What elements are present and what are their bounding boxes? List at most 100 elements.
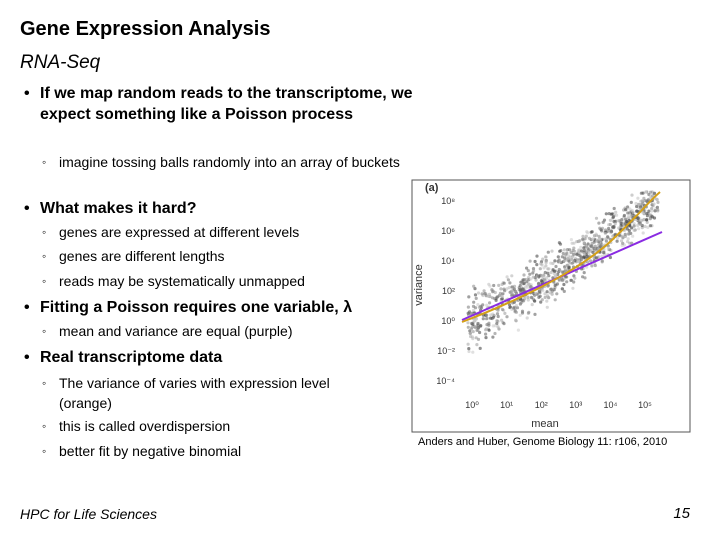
scatter-point (489, 316, 493, 320)
scatter-point (587, 236, 592, 240)
bullet: Fitting a Poisson requires one variable,… (24, 297, 415, 318)
scatter-point (549, 261, 553, 265)
scatter-point (505, 315, 509, 319)
scatter-point (472, 300, 476, 304)
scatter-point (591, 237, 595, 241)
scatter-point (480, 292, 484, 296)
scatter-point (546, 250, 550, 254)
scatter-point (505, 275, 509, 279)
scatter-point (630, 193, 634, 197)
scatter-point (571, 260, 575, 264)
scatter-point (620, 218, 624, 222)
x-tick-label: 10⁰ (465, 400, 479, 410)
scatter-point (484, 328, 488, 332)
scatter-point (519, 280, 523, 284)
scatter-point (656, 208, 660, 212)
scatter-point (573, 276, 577, 280)
scatter-point (569, 278, 574, 282)
scatter-point (612, 206, 616, 211)
scatter-point (570, 257, 574, 261)
scatter-point (646, 225, 650, 229)
scatter-point (538, 294, 542, 298)
scatter-point (496, 314, 500, 319)
scatter-point (533, 312, 537, 316)
scatter-point (655, 197, 659, 201)
scatter-point (485, 303, 489, 307)
scatter-point (645, 220, 649, 224)
scatter-point (535, 254, 539, 258)
scatter-point (534, 291, 538, 295)
scatter-point (514, 318, 518, 322)
scatter-point (475, 343, 479, 347)
scatter-point (532, 299, 537, 303)
scatter-point (615, 239, 619, 243)
scatter-point (560, 255, 564, 259)
scatter-point (571, 286, 575, 290)
scatter-point (466, 342, 470, 346)
scatter-point (560, 287, 565, 291)
scatter-point (553, 283, 557, 287)
scatter-point (590, 264, 594, 268)
scatter-point (482, 289, 486, 293)
scatter-point (477, 305, 481, 309)
scatter-point (582, 252, 587, 256)
scatter-point (606, 229, 611, 233)
scatter-point (631, 210, 635, 214)
scatter-point (508, 305, 512, 310)
scatter-point (512, 284, 517, 288)
scatter-point (626, 237, 630, 241)
scatter-point (634, 201, 638, 206)
scatter-point (562, 248, 567, 252)
scatter-point (582, 248, 587, 252)
scatter-point (572, 280, 576, 284)
scatter-point (609, 212, 614, 216)
scatter-point (619, 221, 623, 225)
scatter-point (471, 350, 475, 354)
scatter-point (577, 239, 581, 243)
scatter-point (637, 227, 641, 231)
scatter-point (535, 263, 539, 267)
scatter-point (532, 269, 536, 273)
scatter-point (471, 321, 475, 325)
scatter-point (466, 325, 470, 329)
scatter-point (579, 258, 584, 262)
scatter-point (546, 294, 550, 298)
scatter-point (473, 293, 478, 297)
scatter-point (546, 284, 550, 288)
scatter-point (563, 269, 567, 273)
scatter-point (648, 224, 653, 228)
sub-bullet: imagine tossing balls randomly into an a… (42, 152, 409, 172)
scatter-point (632, 224, 636, 228)
scatter-point (632, 222, 636, 226)
scatter-point (593, 244, 597, 248)
scatter-point (548, 291, 552, 295)
bullet: If we map random reads to the transcript… (24, 83, 415, 125)
scatter-point (616, 219, 620, 223)
scatter-point (488, 301, 492, 305)
scatter-point (561, 270, 565, 274)
x-tick-label: 10¹ (500, 400, 513, 410)
scatter-point (594, 239, 599, 243)
scatter-point (562, 282, 566, 287)
scatter-point (650, 209, 654, 213)
y-tick-label: 10⁻⁴ (436, 376, 455, 386)
x-tick-label: 10⁵ (638, 400, 652, 410)
scatter-point (529, 295, 534, 299)
scatter-point (518, 313, 522, 317)
scatter-point (507, 303, 512, 307)
scatter-point (637, 202, 641, 206)
scatter-point (503, 311, 507, 315)
scatter-point (533, 259, 537, 264)
scatter-point (466, 321, 470, 325)
scatter-point (556, 255, 560, 259)
scatter-point (528, 259, 532, 263)
scatter-point (619, 239, 624, 243)
scatter-point (544, 255, 548, 259)
sub-bullet: genes are expressed at different levels (42, 222, 409, 242)
scatter-point (577, 253, 581, 257)
scatter-point (613, 222, 617, 226)
sub-bullet: better fit by negative binomial (42, 441, 409, 461)
scatter-point (641, 231, 645, 235)
scatter-point (545, 290, 549, 294)
scatter-point (552, 288, 556, 292)
